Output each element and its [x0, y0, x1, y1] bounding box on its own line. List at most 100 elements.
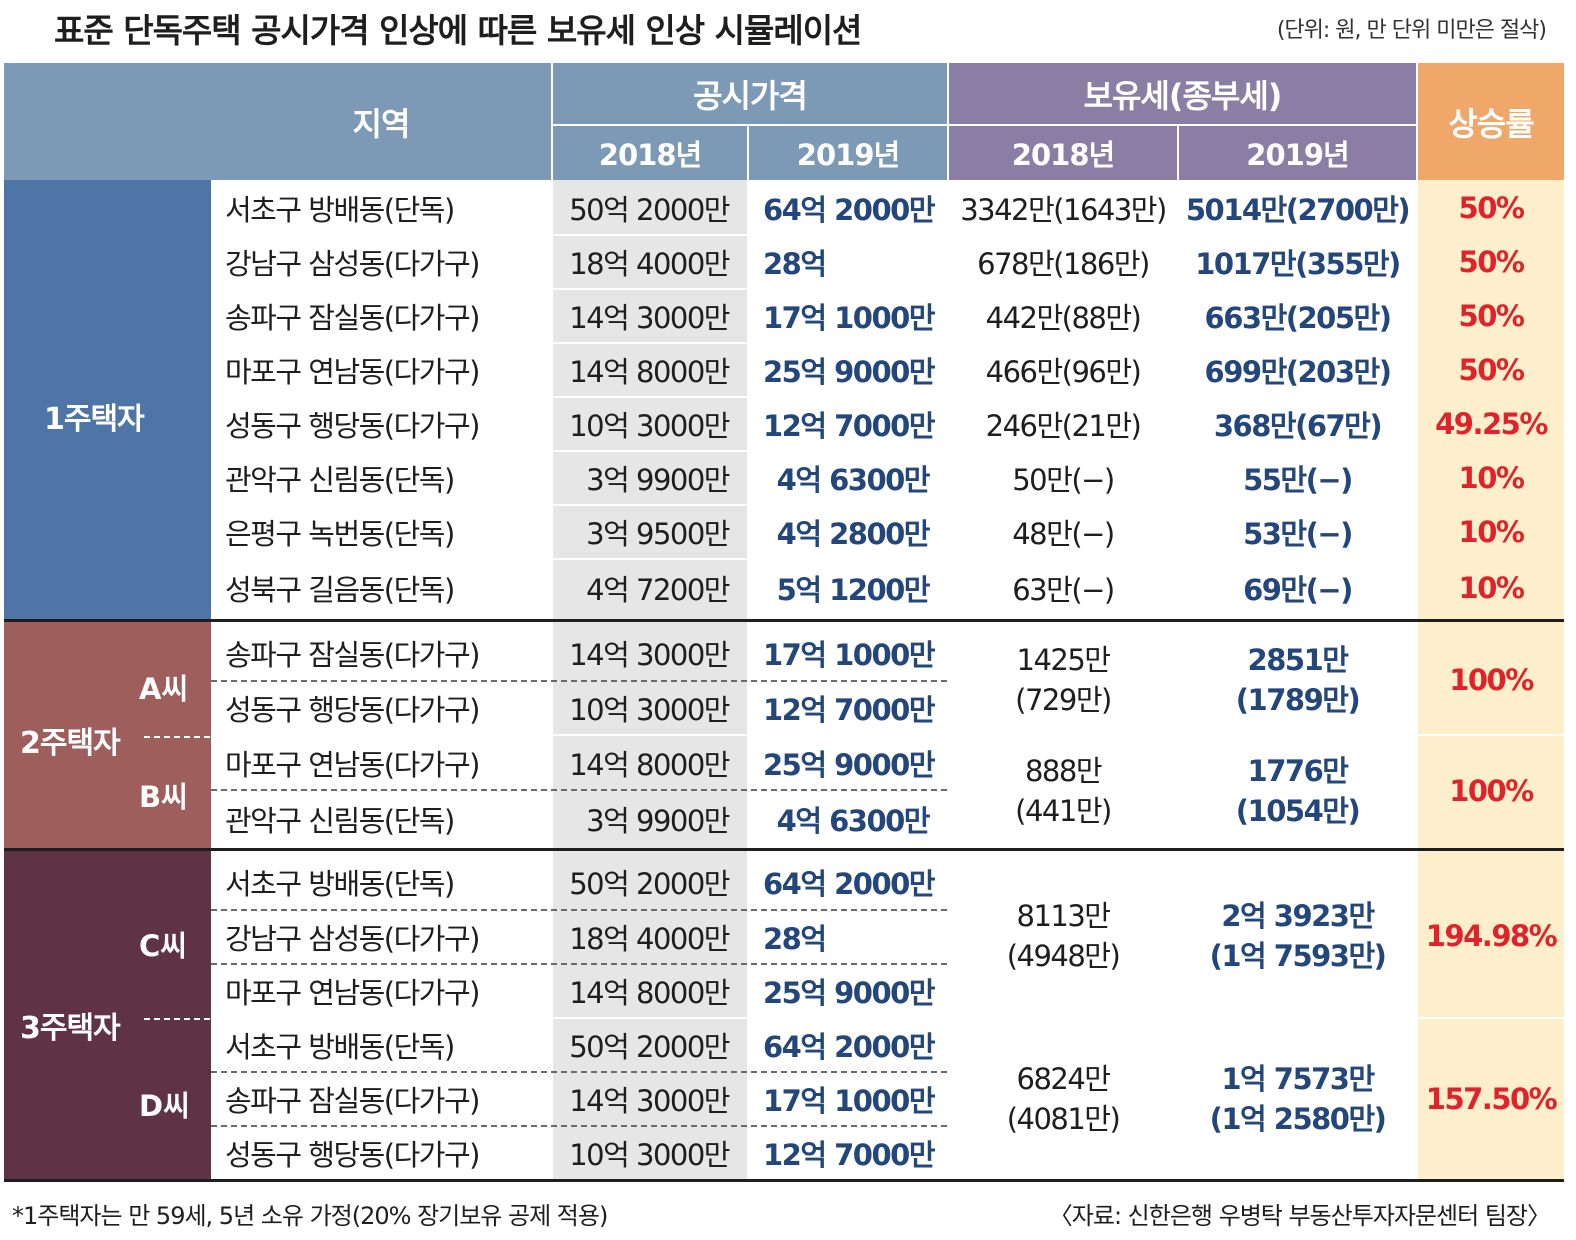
tax-2019-value: 1억 7573만	[1221, 1062, 1375, 1096]
tax-2018-cell: 678만(186만)	[977, 246, 1150, 281]
price-2018-cell: 18억 4000만	[569, 246, 730, 281]
rate-cell: 49.25%	[1435, 406, 1548, 441]
source-note: 〈자료: 신한은행 우병탁 부동산투자자문센터 팀장〉	[1048, 1202, 1551, 1230]
tax-2019-detail: (1억 7593만)	[1209, 939, 1387, 973]
rate-merged-cell: 100%	[1449, 774, 1534, 808]
price-2018-cell: 14억 8000만	[569, 354, 730, 389]
price-2019-cell: 4억 6300만	[776, 462, 931, 497]
price-2018-cell: 3억 9900만	[586, 462, 730, 497]
group-one-house: 1주택자	[4, 180, 211, 619]
tax-2018-merged-cell: 6824만 (4081만)	[949, 1019, 1177, 1179]
header-corner	[4, 63, 211, 180]
region-cell: 송파구 잠실동(다가구)	[225, 1083, 480, 1118]
tax-2019-cell: 1017만(355만)	[1195, 246, 1401, 281]
rate-cell: 50%	[1458, 244, 1525, 279]
row-divider	[211, 234, 1417, 236]
header-price: 공시가격	[553, 63, 947, 124]
header-tax-2018: 2018년	[949, 126, 1177, 180]
region-cell: 송파구 잠실동(다가구)	[225, 638, 480, 672]
row-divider	[211, 680, 947, 682]
price-2019-cell: 28억	[763, 921, 827, 956]
region-cell: 서초구 방배동(단독)	[225, 192, 455, 227]
tax-2018-value: 8113만	[1016, 899, 1111, 933]
price-2019-cell: 12억 7000만	[763, 1137, 936, 1172]
header-tax: 보유세(종부세)	[949, 63, 1416, 124]
price-2018-cell: 18억 4000만	[569, 921, 730, 956]
row-divider	[211, 1017, 1564, 1019]
owner-a-label: A씨	[139, 672, 189, 706]
price-2018-column-bg	[553, 851, 747, 1179]
section-divider	[4, 848, 1564, 851]
header-region: 지역	[211, 63, 551, 180]
unit-note: (단위: 원, 만 단위 미만은 절삭)	[1276, 18, 1547, 43]
price-2018-cell: 10억 3000만	[569, 692, 730, 727]
price-2018-cell: 14억 3000만	[569, 300, 730, 335]
tax-2018-value: 6824만	[1016, 1062, 1111, 1096]
price-2018-cell: 4억 7200만	[586, 573, 730, 607]
row-divider	[211, 288, 1417, 290]
rate-cell: 10%	[1458, 514, 1525, 549]
tax-2018-detail: (729만)	[1015, 683, 1112, 717]
owner-d-label: D씨	[139, 1089, 190, 1123]
row-divider	[211, 909, 947, 911]
rate-merged-cell: 157.50%	[1425, 1082, 1558, 1116]
region-cell: 성북구 길음동(단독)	[225, 573, 455, 607]
tax-2019-cell: 69만(−)	[1243, 573, 1353, 607]
tax-2019-detail: (1789만)	[1235, 683, 1361, 717]
region-cell: 마포구 연남동(다가구)	[225, 748, 480, 782]
rate-merged-cell: 100%	[1449, 663, 1534, 697]
price-2018-cell: 10억 3000만	[569, 1137, 730, 1172]
tax-2018-cell: 63만(−)	[1012, 573, 1115, 607]
price-2019-cell: 64억 2000만	[763, 867, 936, 901]
tax-2018-merged-cell: 888만 (441만)	[949, 736, 1177, 846]
tax-2018-detail: (4948만)	[1006, 939, 1121, 973]
region-cell: 관악구 신림동(단독)	[225, 462, 455, 497]
group-two-house: A씨 2주택자 B씨	[4, 622, 211, 848]
price-2019-cell: 17억 1000만	[763, 1083, 936, 1118]
price-2018-cell: 50억 2000만	[569, 192, 730, 227]
row-divider	[211, 734, 1564, 736]
price-2018-cell: 10억 3000만	[569, 408, 730, 443]
group-label: 3주택자	[20, 1011, 121, 1046]
header-price-2018: 2018년	[553, 126, 747, 180]
price-2018-cell: 50억 2000만	[569, 867, 730, 901]
price-2018-cell: 14억 8000만	[569, 975, 730, 1010]
region-cell: 강남구 삼성동(다가구)	[225, 246, 480, 281]
tax-2019-value: 2억 3923만	[1221, 899, 1375, 933]
price-2018-column-bg	[553, 180, 747, 619]
tax-2019-merged-cell: 2851만 (1789만)	[1179, 626, 1416, 734]
tax-2019-cell: 5014만(2700만)	[1185, 192, 1411, 227]
tax-2019-value: 2851만	[1247, 643, 1349, 677]
price-2019-cell: 64억 2000만	[763, 1030, 936, 1064]
tax-2019-cell: 663만(205만)	[1204, 300, 1392, 335]
region-cell: 송파구 잠실동(다가구)	[225, 300, 480, 335]
tax-2018-value: 1425만	[1016, 643, 1111, 677]
owner-c-label: C씨	[139, 929, 187, 963]
group-three-house: C씨 3주택자 D씨	[4, 851, 211, 1179]
section-divider	[4, 619, 1564, 622]
rate-cell: 50%	[1458, 298, 1525, 333]
price-2019-cell: 17억 1000만	[763, 638, 936, 672]
price-2019-cell: 25억 9000만	[763, 748, 936, 782]
price-2019-cell: 12억 7000만	[763, 692, 936, 727]
row-divider	[211, 789, 947, 791]
row-divider	[211, 1071, 947, 1073]
header-price-2019: 2019년	[749, 126, 947, 180]
tax-2018-cell: 246만(21만)	[985, 408, 1142, 443]
row-divider	[211, 342, 1417, 344]
tax-2019-cell: 699만(203만)	[1204, 354, 1392, 389]
region-cell: 서초구 방배동(단독)	[225, 1030, 455, 1064]
region-cell: 마포구 연남동(다가구)	[225, 354, 480, 389]
price-2019-cell: 25억 9000만	[763, 975, 936, 1010]
row-divider	[211, 558, 1417, 560]
region-cell: 관악구 신림동(단독)	[225, 803, 455, 838]
tax-2019-merged-cell: 2억 3923만 (1억 7593만)	[1179, 855, 1416, 1017]
rate-cell: 10%	[1458, 460, 1525, 495]
tax-2019-merged-cell: 1억 7573만 (1억 2580만)	[1179, 1019, 1416, 1179]
row-divider	[211, 450, 1417, 452]
tax-2019-merged-cell: 1776만 (1054만)	[1179, 736, 1416, 846]
region-cell: 성동구 행당동(다가구)	[225, 1137, 480, 1172]
tax-2018-cell: 442만(88만)	[985, 300, 1142, 335]
rate-merged-cell: 194.98%	[1425, 919, 1558, 953]
row-divider	[211, 396, 1417, 398]
